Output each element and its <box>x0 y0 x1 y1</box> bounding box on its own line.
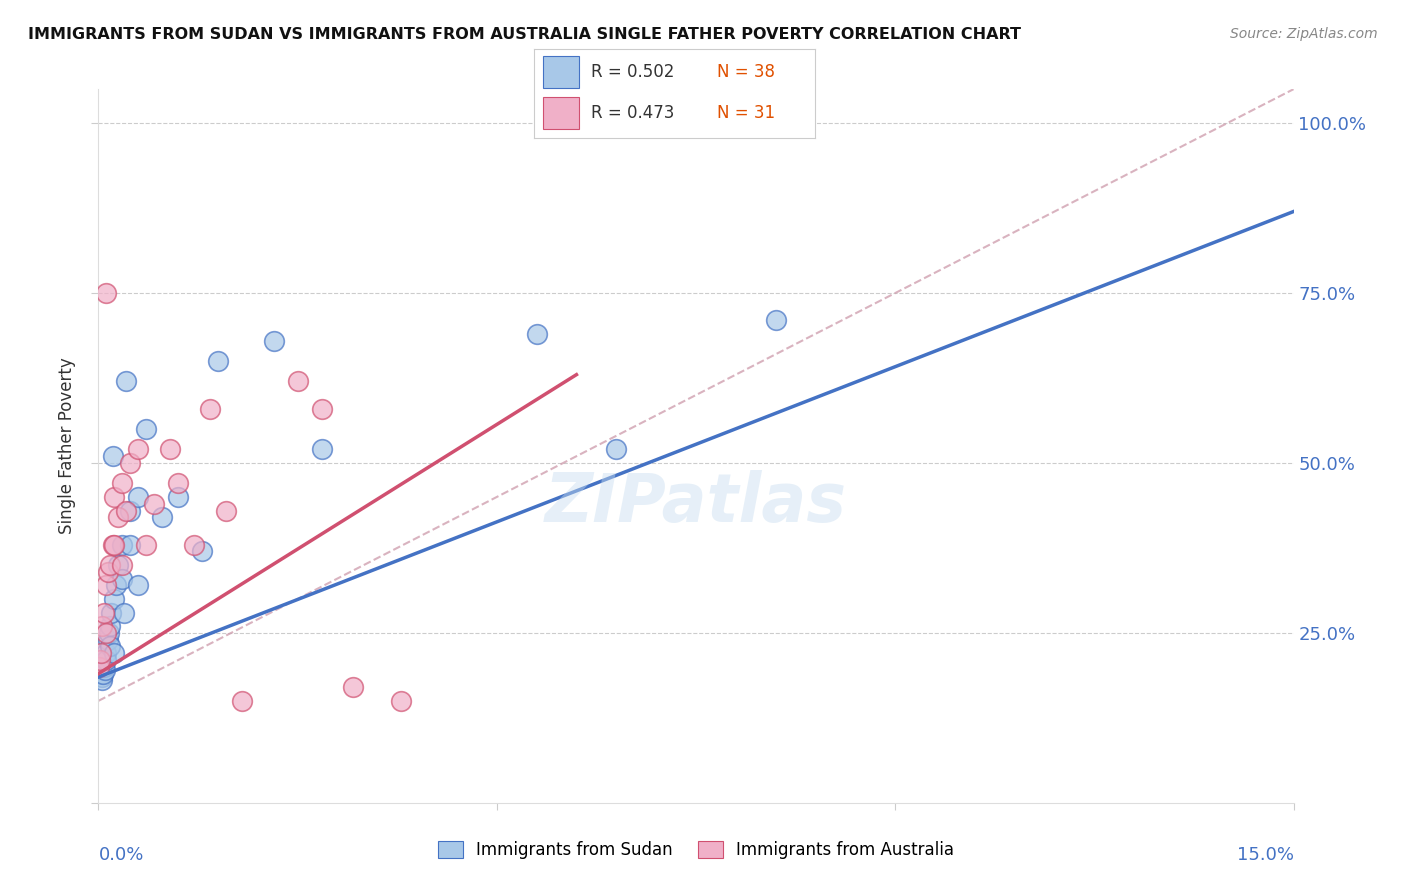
Text: R = 0.502: R = 0.502 <box>591 63 673 81</box>
Point <box>287 375 309 389</box>
Point <box>215 503 238 517</box>
Point <box>89 653 111 667</box>
Point <box>103 537 125 551</box>
Point <box>96 653 118 667</box>
Point <box>91 619 114 633</box>
Point <box>120 503 142 517</box>
Point <box>311 401 333 416</box>
Point <box>93 660 115 674</box>
Point <box>98 619 121 633</box>
Point <box>103 646 125 660</box>
Point <box>103 490 125 504</box>
Point <box>107 510 129 524</box>
Text: 0.0%: 0.0% <box>98 846 143 863</box>
Text: N = 38: N = 38 <box>717 63 775 81</box>
Point <box>97 565 120 579</box>
Point <box>765 313 787 327</box>
Point <box>89 660 111 674</box>
Point <box>97 632 120 647</box>
Point <box>90 646 112 660</box>
Point <box>101 537 124 551</box>
Point <box>107 558 129 572</box>
Point <box>150 510 173 524</box>
Bar <box>543 97 579 129</box>
Point <box>159 442 181 457</box>
Text: IMMIGRANTS FROM SUDAN VS IMMIGRANTS FROM AUSTRALIA SINGLE FATHER POVERTY CORRELA: IMMIGRANTS FROM SUDAN VS IMMIGRANTS FROM… <box>28 27 1021 42</box>
Point <box>605 442 627 457</box>
Point <box>100 606 122 620</box>
Point <box>127 442 149 457</box>
Bar <box>543 56 579 88</box>
Point <box>120 456 142 470</box>
Point <box>263 334 285 348</box>
Point <box>342 680 364 694</box>
Point <box>96 286 118 301</box>
Point <box>198 401 221 416</box>
Point <box>112 606 135 620</box>
Point <box>207 354 229 368</box>
Text: R = 0.473: R = 0.473 <box>591 104 673 122</box>
Point <box>98 640 122 654</box>
Point <box>89 663 111 677</box>
Point <box>127 490 149 504</box>
Point <box>135 537 157 551</box>
Point <box>96 578 118 592</box>
Point <box>167 476 190 491</box>
Point <box>90 666 112 681</box>
Point <box>127 578 149 592</box>
Point <box>111 476 134 491</box>
Point <box>111 558 134 572</box>
Point <box>111 537 134 551</box>
Point <box>191 544 214 558</box>
Point <box>167 490 190 504</box>
Point <box>93 606 115 620</box>
Text: 15.0%: 15.0% <box>1236 846 1294 863</box>
Point <box>91 666 114 681</box>
Text: N = 31: N = 31 <box>717 104 775 122</box>
Point <box>135 422 157 436</box>
Point <box>103 591 125 606</box>
Point <box>120 537 142 551</box>
Point <box>96 626 118 640</box>
Y-axis label: Single Father Poverty: Single Father Poverty <box>58 358 76 534</box>
Point <box>115 503 138 517</box>
Point <box>101 449 124 463</box>
Point <box>526 326 548 341</box>
Point <box>143 497 166 511</box>
Point <box>89 660 111 674</box>
Point <box>183 537 205 551</box>
Point <box>91 673 114 688</box>
Point <box>90 670 112 684</box>
Point <box>389 694 412 708</box>
Point <box>94 663 117 677</box>
Point <box>96 646 118 660</box>
Legend: Immigrants from Sudan, Immigrants from Australia: Immigrants from Sudan, Immigrants from A… <box>432 834 960 866</box>
Point <box>231 694 253 708</box>
Point <box>115 375 138 389</box>
Point <box>104 578 127 592</box>
Text: ZIPatlas: ZIPatlas <box>546 470 846 536</box>
Point <box>97 626 120 640</box>
Point <box>311 442 333 457</box>
Point <box>98 558 122 572</box>
Point <box>111 572 134 586</box>
Text: Source: ZipAtlas.com: Source: ZipAtlas.com <box>1230 27 1378 41</box>
